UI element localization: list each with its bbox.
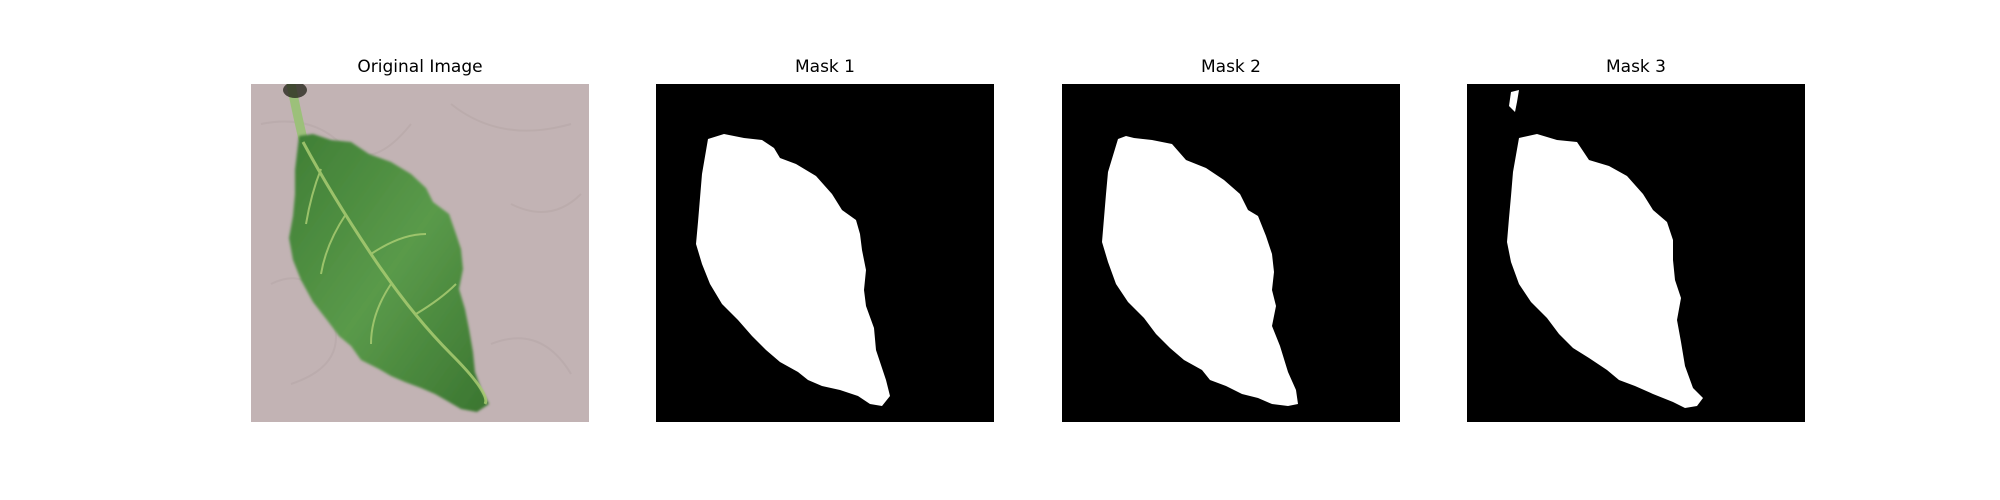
mask-2-panel [1062, 84, 1400, 422]
panel-title-original: Original Image [357, 57, 483, 77]
mask-3-speck [1509, 90, 1519, 112]
panel-title-mask-1: Mask 1 [794, 57, 855, 77]
mask-3-region [1507, 134, 1703, 408]
mask-1-image [656, 84, 994, 422]
panel-title-mask-3: Mask 3 [1605, 57, 1666, 77]
mask-1-panel [656, 84, 994, 422]
mask-2-image [1062, 84, 1400, 422]
leaf-photo [251, 84, 589, 422]
panel-title-mask-2: Mask 2 [1200, 57, 1261, 77]
leaf-veins [301, 141, 488, 405]
mask-3-panel [1467, 84, 1805, 422]
mask-2-region [1102, 136, 1298, 406]
mask-1-region [696, 134, 890, 406]
mask-3-image [1467, 84, 1805, 422]
original-image-panel [251, 84, 589, 422]
